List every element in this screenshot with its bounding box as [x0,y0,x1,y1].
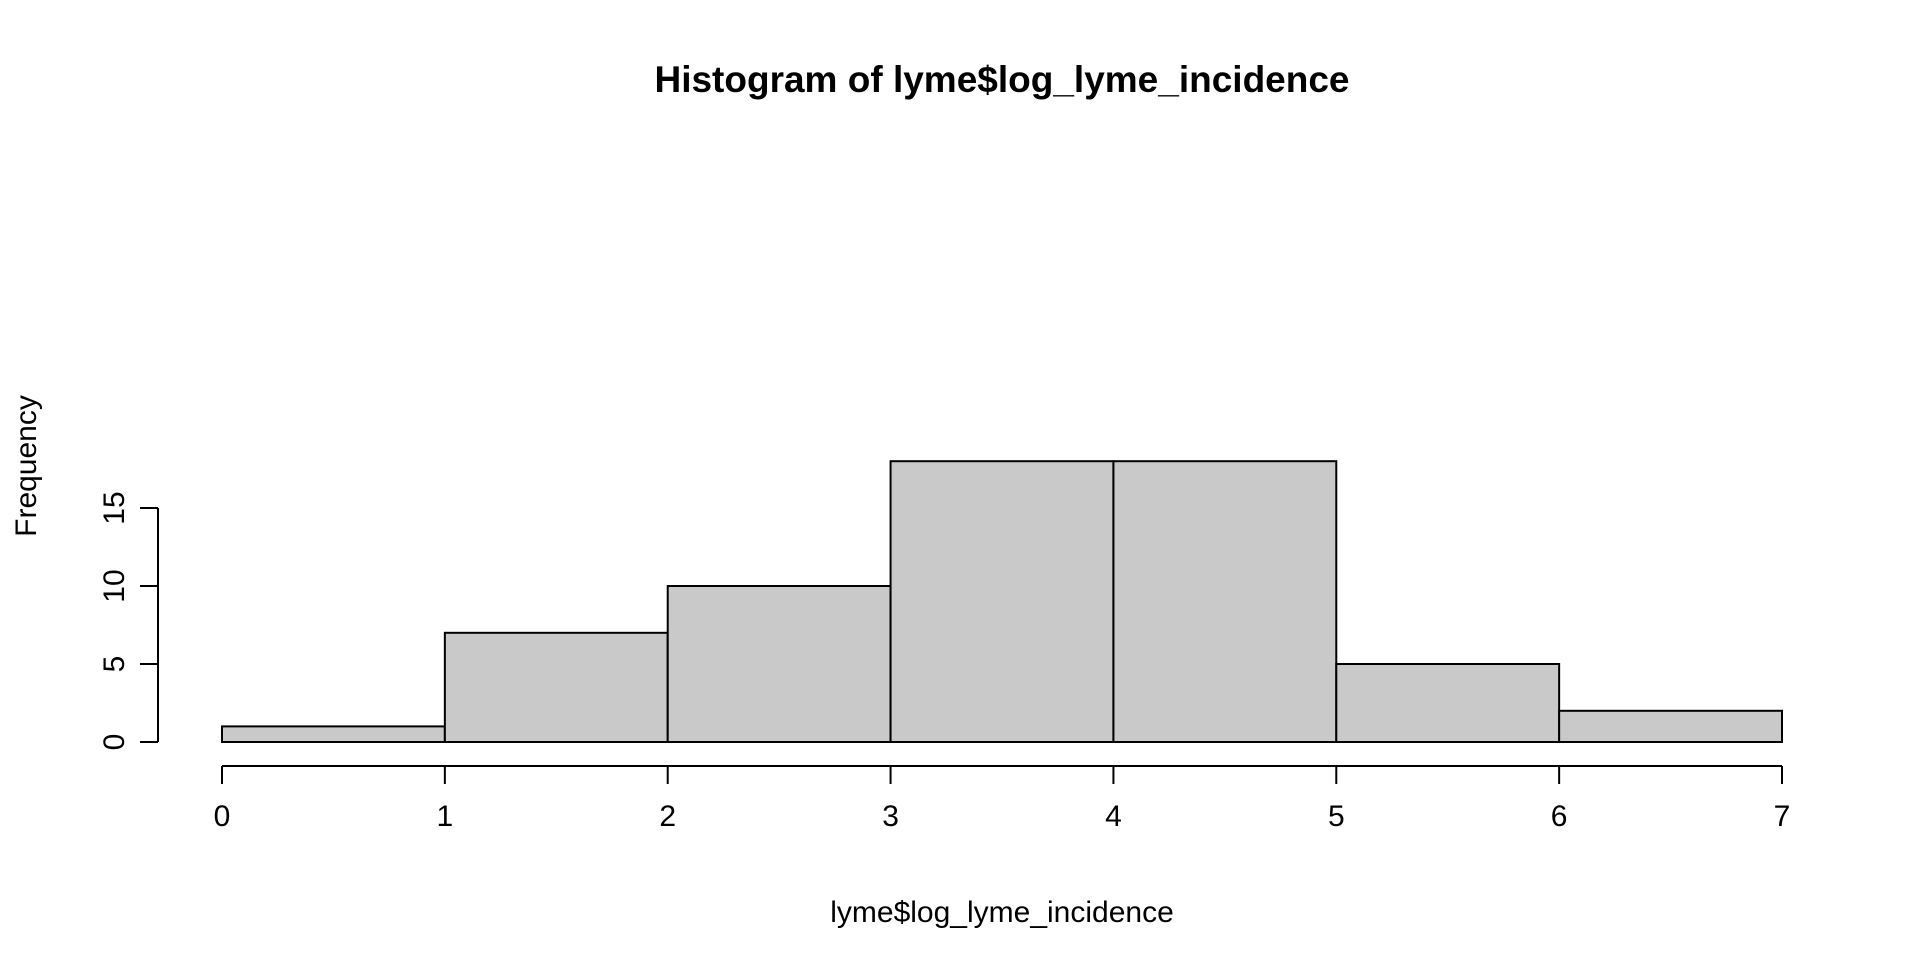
y-tick-label-0: 0 [98,734,131,751]
x-tick-label-2: 2 [659,800,676,833]
y-axis: 0 5 10 15 [98,491,159,751]
y-tick-label-1: 5 [98,656,131,673]
x-tick-label-6: 6 [1551,800,1568,833]
x-tick-label-0: 0 [214,800,231,833]
histogram-bar-3 [889,460,1115,743]
histogram-bar-4 [1112,460,1338,743]
y-tick-label-2: 10 [98,569,131,602]
histogram-bar-0 [221,725,446,744]
x-tick-label-5: 5 [1328,800,1345,833]
histogram-bar-6 [1558,709,1783,743]
y-tick-label-3: 15 [98,491,131,524]
x-tick-label-3: 3 [882,800,899,833]
x-tick-label-4: 4 [1105,800,1122,833]
bars-layer [221,460,1783,744]
x-tick-label-7: 7 [1774,800,1791,833]
y-axis-label: Frequency [10,395,43,537]
histogram-bar-5 [1335,663,1561,743]
x-tick-label-1: 1 [437,800,454,833]
x-axis: 0 1 2 3 4 5 6 7 [214,765,1791,833]
x-axis-label: lyme$log_lyme_incidence [830,896,1174,929]
histogram-bar-1 [443,631,669,743]
chart-title: Histogram of lyme$log_lyme_incidence [654,59,1349,100]
histogram-bar-2 [666,585,892,743]
